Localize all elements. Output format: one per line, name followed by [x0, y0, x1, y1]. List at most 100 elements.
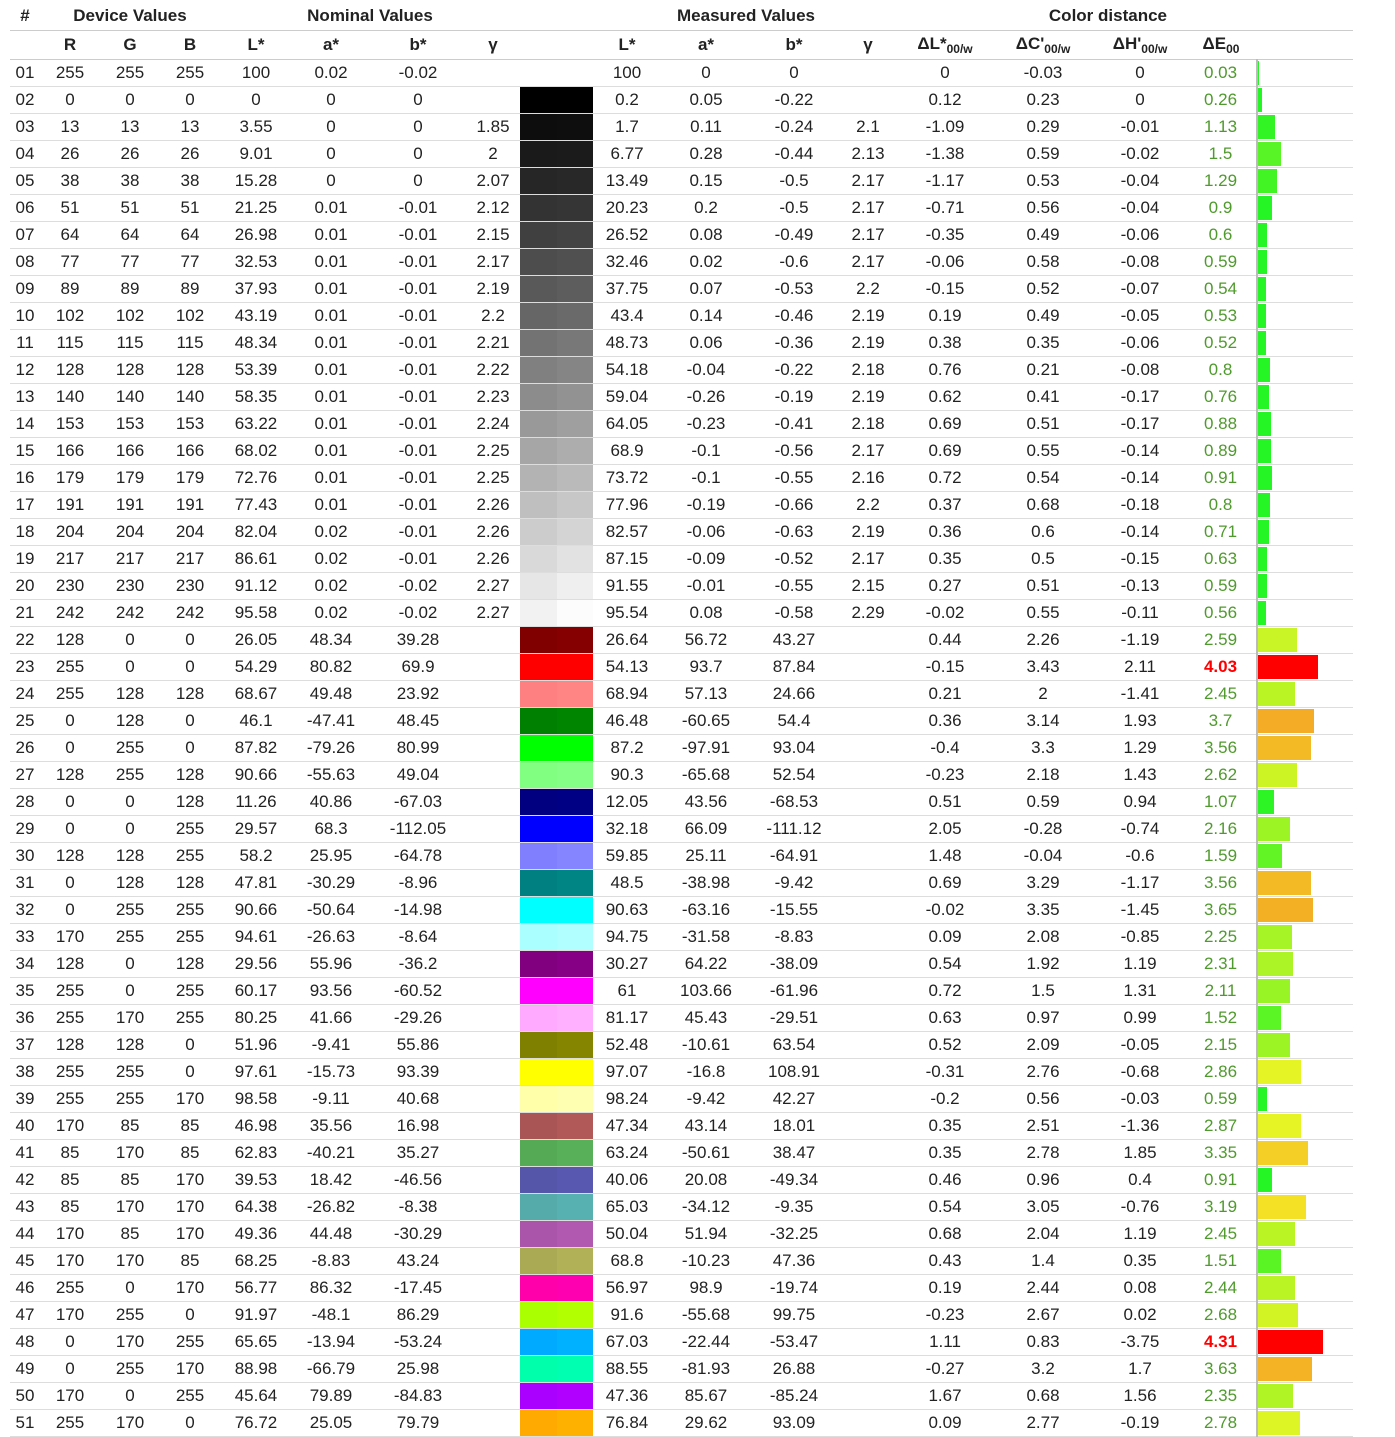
- measured-swatch: [557, 1086, 594, 1112]
- measured-swatch: [557, 1302, 594, 1328]
- cell-dE: 3.65: [1185, 896, 1257, 923]
- cell-L: 76.72: [220, 1409, 292, 1436]
- cell-mL: 48.5: [593, 869, 661, 896]
- nominal-swatch: [520, 1113, 557, 1139]
- color-swatch: [520, 60, 593, 87]
- cell-gamma: [466, 1085, 520, 1112]
- cell-id: 39: [10, 1085, 40, 1112]
- cell-B: 0: [160, 707, 220, 734]
- cell-mL: 81.17: [593, 1004, 661, 1031]
- cell-a: 79.89: [292, 1382, 370, 1409]
- cell-a: 40.86: [292, 788, 370, 815]
- cell-b: 43.24: [370, 1247, 466, 1274]
- cell-b: -0.01: [370, 275, 466, 302]
- delta-e-bar: [1258, 898, 1313, 922]
- cell-mgamma: [837, 950, 899, 977]
- cell-ma: 43.14: [661, 1112, 751, 1139]
- cell-gamma: 2.12: [466, 194, 520, 221]
- cell-mL: 1.7: [593, 113, 661, 140]
- delta-e-bar: [1258, 1195, 1306, 1219]
- measured-swatch: [557, 708, 594, 734]
- cell-G: 170: [100, 1328, 160, 1355]
- cell-mgamma: 2.17: [837, 437, 899, 464]
- cell-dH: -0.03: [1095, 1085, 1185, 1112]
- cell-dL: 0.21: [899, 680, 991, 707]
- cell-B: 115: [160, 329, 220, 356]
- cell-ma: 66.09: [661, 815, 751, 842]
- cell-R: 85: [40, 1166, 100, 1193]
- cell-mgamma: [837, 680, 899, 707]
- cell-L: 95.58: [220, 599, 292, 626]
- cell-ma: 0.28: [661, 140, 751, 167]
- cell-R: 255: [40, 1058, 100, 1085]
- cell-dE: 2.44: [1185, 1274, 1257, 1301]
- cell-dH: -0.74: [1095, 815, 1185, 842]
- measured-swatch: [557, 1167, 594, 1193]
- cell-dE: 2.78: [1185, 1409, 1257, 1436]
- cell-id: 14: [10, 410, 40, 437]
- cell-L: 58.35: [220, 383, 292, 410]
- cell-mgamma: 2.17: [837, 545, 899, 572]
- cell-ma: -10.23: [661, 1247, 751, 1274]
- cell-mgamma: 2.19: [837, 329, 899, 356]
- cell-id: 08: [10, 248, 40, 275]
- cell-dH: 0.08: [1095, 1274, 1185, 1301]
- cell-mgamma: [837, 1328, 899, 1355]
- nominal-swatch: [520, 708, 557, 734]
- cell-gamma: 2.2: [466, 302, 520, 329]
- cell-B: 0: [160, 1058, 220, 1085]
- cell-G: 89: [100, 275, 160, 302]
- cell-a: 0.02: [292, 60, 370, 87]
- cell-b: 35.27: [370, 1139, 466, 1166]
- cell-mgamma: 2.15: [837, 572, 899, 599]
- nominal-swatch: [520, 249, 557, 275]
- cell-L: 21.25: [220, 194, 292, 221]
- delta-e-bar: [1258, 547, 1267, 571]
- delta-e-bar-cell: [1257, 734, 1353, 761]
- cell-gamma: [466, 734, 520, 761]
- col-dC: ΔC'00/w: [991, 31, 1095, 60]
- cell-gamma: [466, 60, 520, 87]
- cell-mgamma: [837, 1247, 899, 1274]
- cell-ma: -0.09: [661, 545, 751, 572]
- cell-L: 82.04: [220, 518, 292, 545]
- cell-dC: 0.58: [991, 248, 1095, 275]
- cell-gamma: 2: [466, 140, 520, 167]
- delta-e-bar: [1258, 1168, 1272, 1192]
- cell-dH: -0.19: [1095, 1409, 1185, 1436]
- cell-id: 46: [10, 1274, 40, 1301]
- nominal-swatch: [520, 1059, 557, 1085]
- cell-mb: -29.51: [751, 1004, 837, 1031]
- cell-mL: 87.15: [593, 545, 661, 572]
- cell-mb: 43.27: [751, 626, 837, 653]
- cell-b: -64.78: [370, 842, 466, 869]
- cell-id: 09: [10, 275, 40, 302]
- cell-G: 128: [100, 356, 160, 383]
- nominal-swatch: [520, 627, 557, 653]
- cell-L: 47.81: [220, 869, 292, 896]
- cell-dL: -0.71: [899, 194, 991, 221]
- color-swatch: [520, 1193, 593, 1220]
- nominal-swatch: [520, 438, 557, 464]
- cell-G: 255: [100, 1355, 160, 1382]
- cell-dC: 0.49: [991, 302, 1095, 329]
- color-swatch: [520, 491, 593, 518]
- measured-swatch: [557, 1383, 594, 1409]
- nominal-swatch: [520, 600, 557, 626]
- cell-L: 46.1: [220, 707, 292, 734]
- cell-G: 77: [100, 248, 160, 275]
- cell-R: 0: [40, 1355, 100, 1382]
- cell-dC: 3.35: [991, 896, 1095, 923]
- cell-B: 51: [160, 194, 220, 221]
- delta-e-bar: [1258, 790, 1274, 814]
- cell-b: -0.01: [370, 302, 466, 329]
- cell-L: 86.61: [220, 545, 292, 572]
- cell-dC: 0.51: [991, 572, 1095, 599]
- cell-B: 255: [160, 1328, 220, 1355]
- cell-mb: 99.75: [751, 1301, 837, 1328]
- cell-id: 27: [10, 761, 40, 788]
- cell-dH: 1.93: [1095, 707, 1185, 734]
